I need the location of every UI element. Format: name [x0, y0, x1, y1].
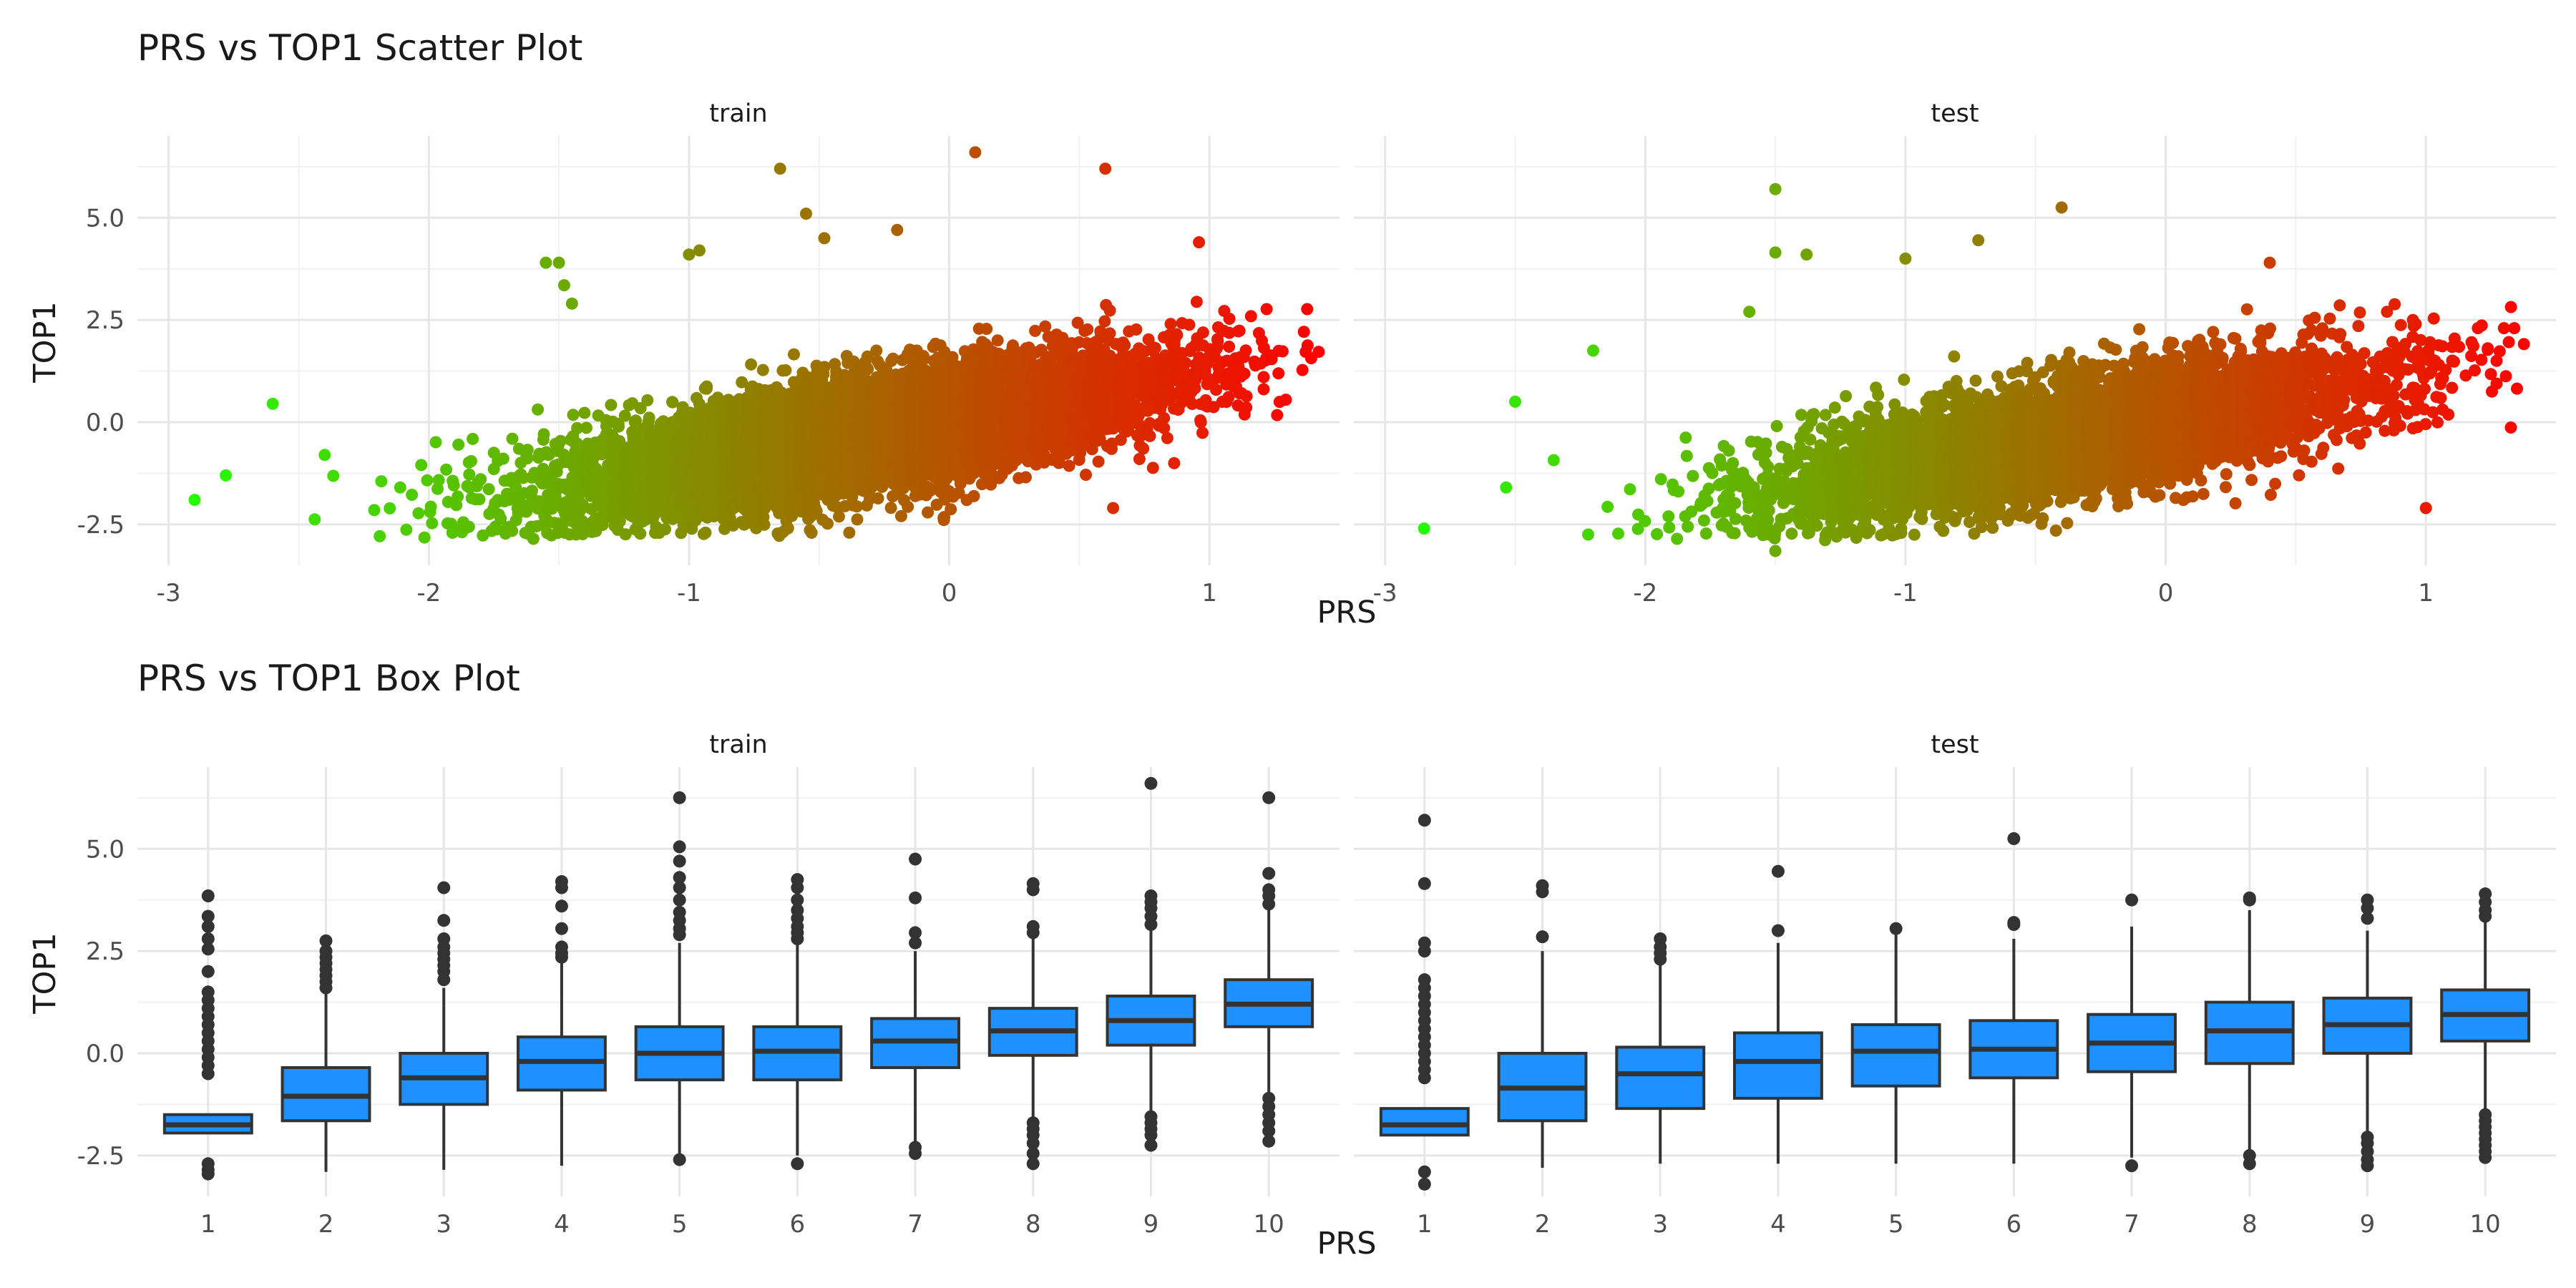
scatter-point: [452, 490, 464, 503]
scatter-point: [473, 493, 486, 506]
scatter-point: [745, 358, 758, 371]
scatter-point: [818, 361, 831, 374]
scatter-point: [421, 474, 434, 487]
scatter-point: [415, 459, 428, 472]
scatter-point: [188, 494, 201, 507]
scatter-point: [447, 479, 460, 492]
scatter-point: [613, 515, 626, 528]
scatter-plot-title: PRS vs TOP1 Scatter Plot: [137, 27, 582, 69]
scatter-point: [394, 481, 406, 494]
scatter-point: [800, 208, 812, 220]
scatter-point: [576, 528, 589, 540]
scatter-point: [683, 248, 696, 261]
scatter-point: [384, 502, 396, 514]
scatter-point: [424, 500, 437, 513]
scatter-point: [465, 455, 477, 467]
scatter-point: [400, 523, 413, 536]
scatter-point: [567, 409, 580, 421]
scatter-point: [578, 406, 591, 419]
scatter-point: [462, 520, 475, 533]
scatter-point: [374, 530, 386, 542]
scatter-point: [805, 527, 818, 539]
scatter-point: [506, 432, 519, 445]
scatter-point: [862, 363, 874, 376]
scatter-point: [756, 364, 769, 376]
scatter-point: [788, 348, 800, 361]
scatter-point: [308, 513, 321, 526]
scatter-point: [552, 256, 565, 269]
scatter-point: [482, 483, 495, 496]
scatter-point: [693, 244, 706, 257]
scatter-point: [463, 468, 476, 481]
scatter-point: [571, 421, 584, 434]
scatter-point: [872, 492, 884, 504]
scatter-point: [429, 436, 442, 449]
scatter-point: [406, 489, 419, 501]
scatter-point: [666, 396, 679, 409]
scatter-point: [613, 420, 625, 433]
scatter-point: [220, 469, 233, 482]
scatter-point: [537, 428, 550, 441]
scatter-point: [521, 444, 534, 457]
scatter-point: [843, 526, 856, 539]
scatter-point: [532, 403, 545, 416]
scatter-point: [266, 397, 279, 410]
scatter-point: [818, 232, 831, 245]
scatter-train-points: [188, 146, 1325, 545]
scatter-point: [497, 452, 509, 465]
scatter-point: [580, 421, 592, 434]
scatter-point: [641, 394, 654, 406]
scatter-point: [368, 504, 381, 517]
scatter-point: [432, 474, 445, 487]
scatter-point: [426, 517, 439, 530]
scatter-point: [521, 452, 534, 464]
scatter-point: [821, 517, 834, 530]
scatter-point: [517, 472, 530, 484]
scatter-point: [779, 364, 792, 376]
scatter-point: [605, 399, 618, 411]
scatter-point: [540, 256, 552, 269]
scatter-point: [494, 512, 507, 525]
scatter-point: [781, 522, 794, 535]
scatter-point: [565, 297, 578, 310]
scatter-point: [527, 532, 540, 545]
scatter-point: [554, 434, 567, 447]
scatter-point: [445, 517, 458, 530]
scatter-point: [418, 531, 431, 544]
scatter-point: [509, 481, 522, 494]
scatter-point: [327, 469, 340, 482]
scatter-point: [774, 162, 786, 175]
scatter-point: [634, 527, 647, 540]
scatter-point: [452, 438, 465, 451]
scatter-point: [474, 473, 487, 486]
scatter-strip-train: train: [709, 99, 767, 128]
scatter-point: [467, 432, 479, 445]
scatter-point: [618, 409, 631, 422]
scatter-point: [851, 513, 864, 526]
scatter-point: [506, 525, 519, 537]
scatter-point: [440, 463, 453, 476]
scatter-point: [701, 380, 713, 393]
scatter-point: [659, 523, 672, 536]
scatter-strip-test: test: [1931, 99, 1979, 128]
scatter-point: [375, 475, 388, 488]
scatter-point: [870, 344, 883, 357]
scatter-point: [412, 507, 425, 519]
scatter-point: [619, 528, 632, 541]
scatter-point: [643, 411, 655, 424]
scatter-point: [833, 510, 845, 523]
scatter-point: [758, 518, 771, 531]
scatter-point: [318, 449, 331, 462]
scatter-point: [634, 402, 647, 414]
scatter-point: [699, 526, 712, 539]
scatter-point: [557, 279, 570, 292]
